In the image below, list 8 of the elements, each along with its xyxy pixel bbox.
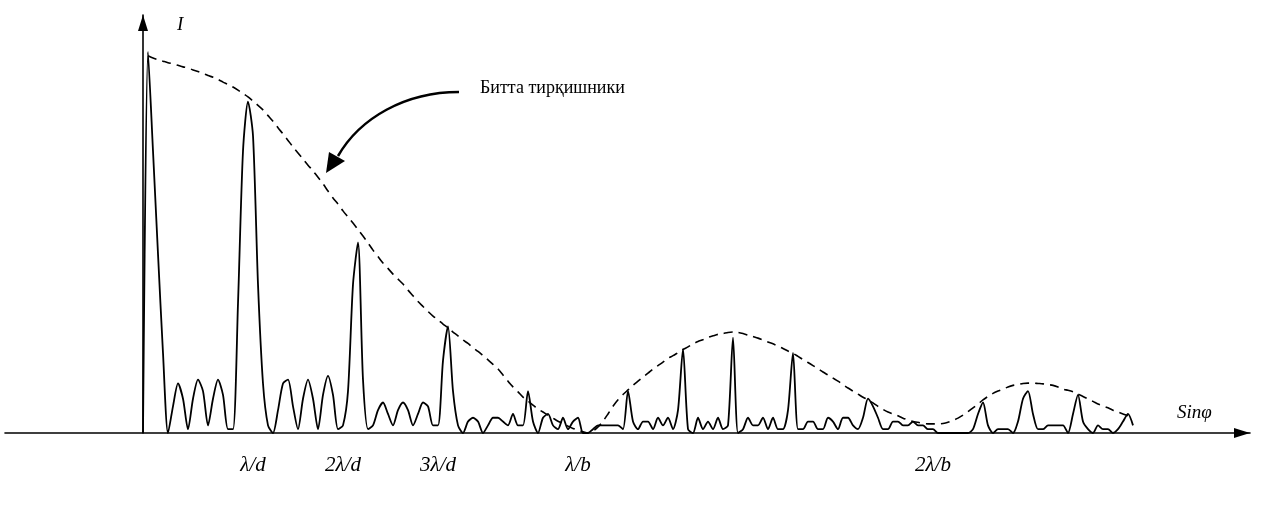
x-axis-title: Sinφ xyxy=(1177,401,1212,422)
annotation: Битта тирқишники xyxy=(480,77,626,97)
y-axis-title: I xyxy=(176,12,185,34)
x-tick-label: 3λ/d xyxy=(419,451,457,476)
x-tick-label: 2λ/d xyxy=(325,451,362,476)
x-tick-label: λ/b xyxy=(564,451,591,476)
x-tick-label: λ/d xyxy=(239,451,267,476)
x-tick-label: 2λ/b xyxy=(915,451,951,476)
